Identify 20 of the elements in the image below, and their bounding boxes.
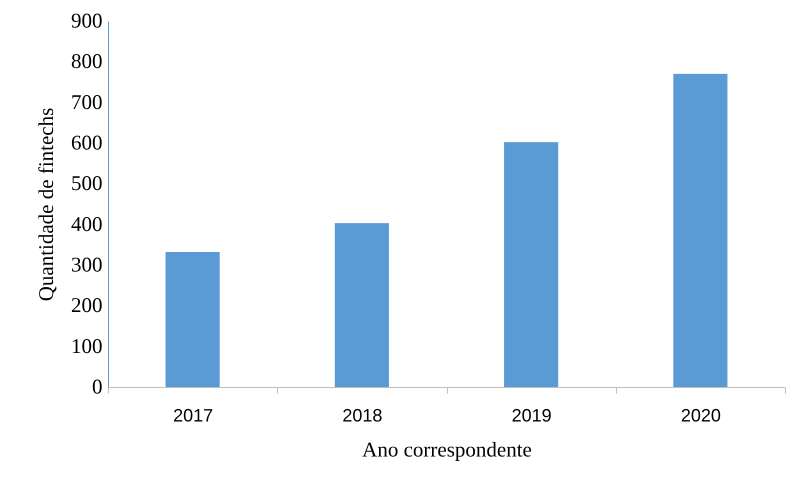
- y-tick-label: 700: [71, 90, 102, 114]
- y-axis-title: Quantidade de fintechs: [34, 108, 58, 302]
- x-tick-label: 2017: [173, 406, 214, 426]
- y-tick-label: 400: [71, 212, 102, 236]
- bar: [673, 74, 728, 387]
- y-tick-label: 200: [71, 293, 102, 318]
- x-tick-label: 2018: [342, 406, 382, 426]
- y-tick-label: 800: [71, 49, 102, 74]
- x-tick-label: 2019: [512, 406, 552, 426]
- y-tick-label: 900: [71, 8, 102, 32]
- x-axis-title: Ano correspondente: [362, 438, 532, 462]
- y-tick-label: 500: [71, 171, 102, 196]
- bar: [504, 142, 558, 387]
- y-tick-label: 100: [71, 334, 102, 358]
- bar: [166, 252, 220, 387]
- y-tick-label: 0: [92, 374, 102, 398]
- y-tick-label: 300: [71, 252, 102, 276]
- x-tick-label: 2020: [680, 406, 721, 426]
- y-tick-label: 600: [71, 130, 102, 154]
- bar: [334, 223, 389, 387]
